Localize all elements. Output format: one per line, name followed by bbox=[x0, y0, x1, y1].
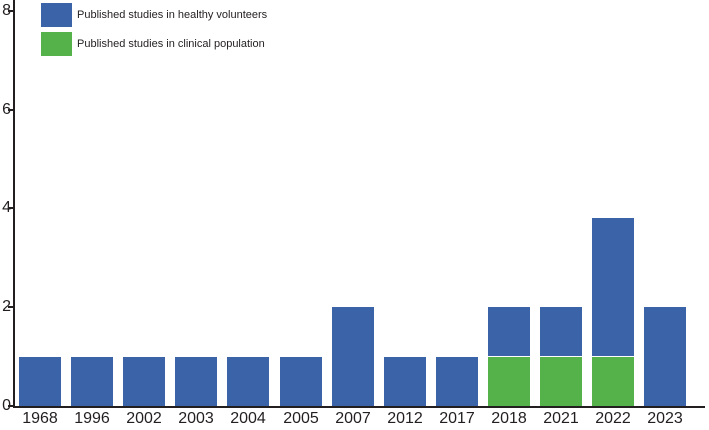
legend-label-healthy-volunteers: Published studies in healthy volunteers bbox=[77, 9, 268, 21]
y-tick-label: 8 bbox=[2, 2, 11, 19]
x-tick-label-2004: 2004 bbox=[230, 410, 266, 427]
x-tick-label-2017: 2017 bbox=[439, 410, 475, 427]
y-tick-mark bbox=[8, 109, 13, 111]
x-tick-label-2012: 2012 bbox=[387, 410, 423, 427]
legend-item-healthy-volunteers: Published studies in healthy volunteers bbox=[41, 3, 267, 27]
x-tick-label-1968: 1968 bbox=[22, 410, 58, 427]
bar-segment-2017 bbox=[436, 357, 478, 406]
x-tick-label-2018: 2018 bbox=[491, 410, 527, 427]
bar-segment-2022 bbox=[592, 218, 634, 356]
y-tick-label: 0 bbox=[2, 397, 11, 414]
y-axis-line bbox=[13, 0, 15, 408]
legend: Published studies in healthy volunteers … bbox=[41, 3, 267, 61]
y-tick-mark bbox=[8, 207, 13, 209]
bar-segment-2022 bbox=[592, 357, 634, 406]
x-tick-label-2002: 2002 bbox=[126, 410, 162, 427]
x-axis-line bbox=[13, 406, 705, 408]
x-tick-label-2005: 2005 bbox=[283, 410, 319, 427]
bar-segment-2018 bbox=[488, 307, 530, 356]
bar-segment-2012 bbox=[384, 357, 426, 406]
bar-segment-1996 bbox=[71, 357, 113, 406]
legend-label-clinical-population: Published studies in clinical population bbox=[77, 38, 265, 50]
x-tick-label-2007: 2007 bbox=[335, 410, 371, 427]
y-tick-label: 4 bbox=[2, 199, 11, 216]
x-tick-label-2003: 2003 bbox=[178, 410, 214, 427]
y-tick-label: 2 bbox=[2, 298, 11, 315]
legend-swatch-healthy-volunteers bbox=[41, 3, 72, 27]
bar-segment-2004 bbox=[227, 357, 269, 406]
bar-segment-2007 bbox=[332, 307, 374, 406]
y-tick-label: 6 bbox=[2, 101, 11, 118]
bar-segment-2002 bbox=[123, 357, 165, 406]
x-tick-label-1996: 1996 bbox=[74, 410, 110, 427]
bar-segment-2023 bbox=[644, 307, 686, 406]
y-tick-mark bbox=[8, 10, 13, 12]
y-tick-mark bbox=[8, 306, 13, 308]
legend-swatch-clinical-population bbox=[41, 32, 72, 56]
y-tick-mark bbox=[8, 405, 13, 407]
x-tick-label-2022: 2022 bbox=[595, 410, 631, 427]
bar-segment-1968 bbox=[19, 357, 61, 406]
x-tick-label-2023: 2023 bbox=[647, 410, 683, 427]
bar-segment-2003 bbox=[175, 357, 217, 406]
bar-segment-2005 bbox=[280, 357, 322, 406]
bar-segment-2021 bbox=[540, 307, 582, 356]
x-tick-label-2021: 2021 bbox=[543, 410, 579, 427]
bar-segment-2018 bbox=[488, 357, 530, 406]
legend-item-clinical-population: Published studies in clinical population bbox=[41, 32, 267, 56]
bar-segment-2021 bbox=[540, 357, 582, 406]
